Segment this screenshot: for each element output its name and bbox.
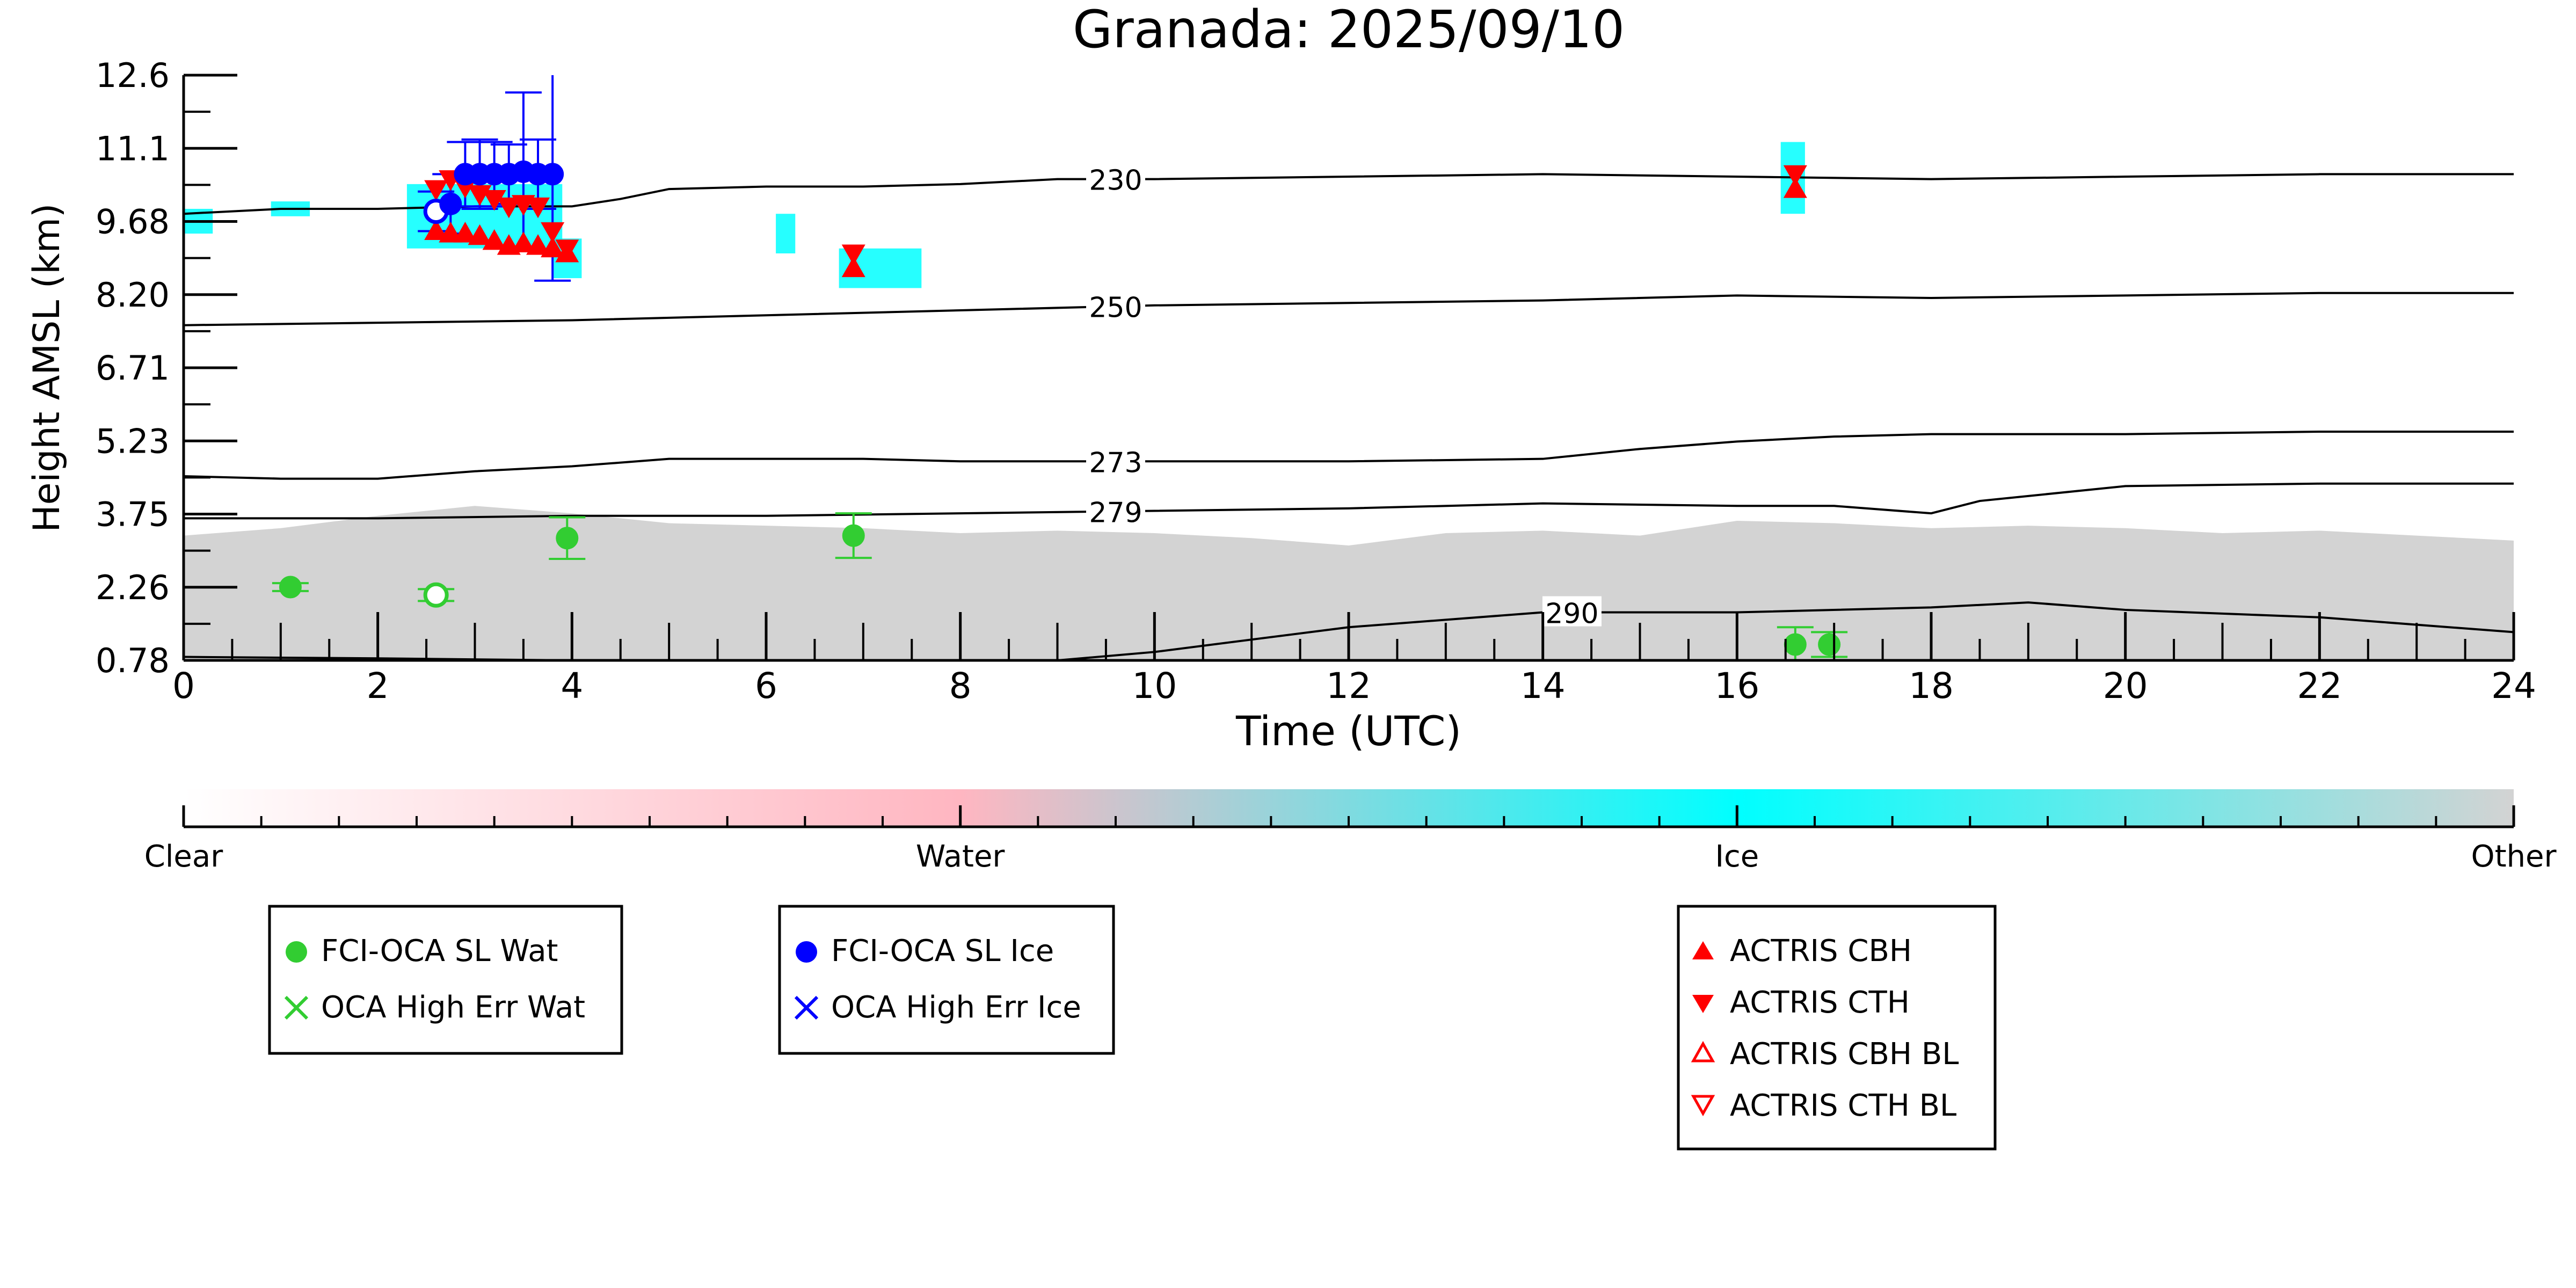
legend-ice-frame xyxy=(778,905,1115,1055)
x-tick-label-11: 22 xyxy=(2297,665,2342,707)
x-tick-label-1: 2 xyxy=(367,665,389,707)
isotherm-273 xyxy=(184,430,2514,480)
y-tick-label-1: 2.26 xyxy=(96,568,170,607)
legend-ice-filled-marker xyxy=(796,941,817,963)
isotherm-label-bg-279 xyxy=(1086,495,1145,526)
colorbar-label-clear: Clear xyxy=(144,839,223,874)
isotherm-label-279: 279 xyxy=(1089,497,1142,529)
legend-water-entry-1: FCI-OCA SL Wat xyxy=(321,934,558,969)
x-tick-label-7: 14 xyxy=(1520,665,1566,707)
legend-actris-frame xyxy=(1677,905,1997,1151)
legend-ice: FCI-OCA SL Ice OCA High Err Ice xyxy=(778,905,1115,1055)
actris-cth-point-9 xyxy=(555,239,579,260)
x-tick-label-12: 24 xyxy=(2491,665,2536,707)
colorbar-label-water: Water xyxy=(916,839,1006,874)
y-tick-label-2: 3.75 xyxy=(96,495,170,534)
x-axis-label: Time (UTC) xyxy=(1235,707,1461,755)
actris-cbh-point-2 xyxy=(453,222,477,243)
legend-water-frame xyxy=(268,905,623,1055)
legend-cbh-marker xyxy=(1692,941,1714,959)
x-tick-label-4: 8 xyxy=(949,665,972,707)
isotherm-label-bg-250 xyxy=(1086,290,1145,321)
legend-water: FCI-OCA SL Wat OCA High Err Wat xyxy=(268,905,623,1055)
oca-water-point-4 xyxy=(1784,633,1807,656)
chart-title: Granada: 2025/09/10 xyxy=(1073,0,1625,60)
isotherm-279 xyxy=(184,482,2514,520)
actris-cbh-point-6 xyxy=(511,231,535,253)
isotherm-label-bg-290 xyxy=(1542,596,1602,627)
legend-cbh-bl-marker xyxy=(1691,1040,1715,1063)
legend-water-x-marker xyxy=(284,995,309,1020)
legend-actris-entry-4: ACTRIS CTH BL xyxy=(1730,1088,1956,1123)
legend-water-entry-2: OCA High Err Wat xyxy=(321,990,585,1025)
y-tick-label-7: 11.1 xyxy=(96,129,170,168)
isotherm-label-230: 230 xyxy=(1089,165,1142,197)
oca-water-point-5 xyxy=(1818,633,1841,656)
actris-cbh-point-4 xyxy=(482,229,506,250)
isotherm-label-250: 250 xyxy=(1089,292,1142,324)
legend-water-filled-marker xyxy=(286,941,307,963)
colorbar-axis: Clear Water Ice Other xyxy=(144,805,2557,874)
x-tick-label-6: 12 xyxy=(1326,665,1371,707)
actris-cbh-point-0 xyxy=(424,219,448,240)
legend-ice-entry-2: OCA High Err Ice xyxy=(831,990,1081,1025)
actris-cth-point-4 xyxy=(482,190,506,211)
plot-area: 230 250 273 279 290 xyxy=(184,75,2514,660)
legend-actris: ACTRIS CBH ACTRIS CTH ACTRIS CBH BL ACTR… xyxy=(1677,905,1997,1151)
y-tick-label-5: 8.20 xyxy=(96,275,170,315)
x-tick-label-2: 4 xyxy=(561,665,583,707)
legend-ice-x-marker xyxy=(794,995,819,1020)
legend-actris-entry-2: ACTRIS CTH xyxy=(1730,985,1910,1020)
x-tick-label-9: 18 xyxy=(1909,665,1954,707)
isotherm-label-273: 273 xyxy=(1089,447,1142,479)
isotherm-label-bg-273 xyxy=(1086,445,1145,476)
x-tick-label-3: 6 xyxy=(755,665,777,707)
legend-actris-entry-3: ACTRIS CBH BL xyxy=(1730,1037,1959,1072)
y-tick-label-4: 6.71 xyxy=(96,348,170,388)
actris-cbh-point-3 xyxy=(468,224,492,245)
actris-cbh-point-10 xyxy=(841,256,865,278)
legend-ice-entry-1: FCI-OCA SL Ice xyxy=(831,934,1054,969)
actris-cth-point-11 xyxy=(1783,165,1807,186)
actris-cbh-point-11 xyxy=(1783,177,1807,198)
legend-cth-marker xyxy=(1692,995,1714,1013)
y-tick-label-3: 5.23 xyxy=(96,421,170,461)
oca-water-point-3 xyxy=(842,524,865,547)
colorbar: Clear Water Ice Other xyxy=(144,789,2557,874)
oca-water-point-0 xyxy=(279,576,302,599)
legend-cth-bl-marker xyxy=(1691,1095,1715,1117)
y-tick-label-0: 0.78 xyxy=(96,641,170,680)
ice-cloud-patch-4 xyxy=(776,214,796,253)
actris-cth-point-0 xyxy=(424,180,448,201)
actris-cth-point-5 xyxy=(497,197,521,219)
y-tick-label-8: 12.6 xyxy=(96,56,170,95)
actris-cth-point-8 xyxy=(541,222,565,243)
y-tick-label-6: 9.68 xyxy=(96,202,170,242)
x-tick-label-0: 0 xyxy=(172,665,195,707)
actris-cth-point-7 xyxy=(526,197,550,219)
isotherm-250 xyxy=(184,292,2514,326)
oca-water-point-1 xyxy=(423,582,449,608)
x-tick-label-8: 16 xyxy=(1714,665,1759,707)
legend-actris-entry-1: ACTRIS CBH xyxy=(1730,934,1912,969)
isotherm-label-bg-230 xyxy=(1086,163,1145,193)
x-tick-label-5: 10 xyxy=(1132,665,1177,707)
colorbar-label-ice: Ice xyxy=(1715,839,1759,874)
x-tick-label-10: 20 xyxy=(2103,665,2148,707)
oca-ice-point-8 xyxy=(541,163,564,186)
isotherm-label-290: 290 xyxy=(1545,598,1598,630)
actris-cbh-point-8 xyxy=(541,236,565,258)
oca-ice-point-1 xyxy=(439,192,462,215)
y-axis-label: Height AMSL (km) xyxy=(26,203,68,533)
oca-water-point-2 xyxy=(556,527,579,550)
actris-cbh-point-7 xyxy=(526,234,550,255)
colorbar-label-other: Other xyxy=(2471,839,2557,874)
actris-cth-point-10 xyxy=(841,244,865,265)
